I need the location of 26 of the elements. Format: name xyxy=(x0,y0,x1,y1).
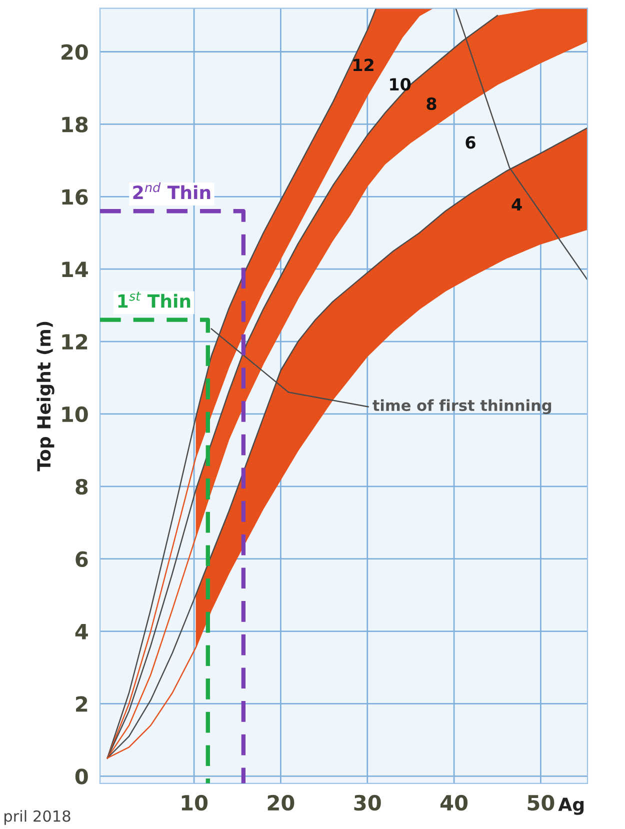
annotation: 10 xyxy=(390,78,411,91)
x-tick-label: 40 xyxy=(440,794,468,811)
y-tick-label: 16 xyxy=(62,189,88,205)
y-tick-label: 10 xyxy=(62,406,88,422)
y-tick-label: 8 xyxy=(76,478,88,495)
y-tick-label: 4 xyxy=(75,624,88,640)
annotation: 8 xyxy=(426,97,436,110)
x-tick-label: 10 xyxy=(182,794,208,811)
x-axis-title: Ag xyxy=(558,798,584,815)
annotation: 4 xyxy=(512,198,522,211)
text: pril 2018 xyxy=(4,810,70,825)
x-tick-label: 20 xyxy=(268,794,294,811)
x-tick-label: 50 xyxy=(528,794,554,811)
y-tick-label: 2 xyxy=(76,696,88,712)
y-tick-label: 20 xyxy=(62,44,88,60)
annotation: 6 xyxy=(466,136,476,149)
y-tick-label: 18 xyxy=(62,116,88,132)
series-label: 1$^{st}$ Thin xyxy=(118,292,190,308)
series-label: 2$^{nd}$ Thin xyxy=(133,182,210,199)
y-tick-label: 14 xyxy=(62,262,88,277)
y-tick-label: 12 xyxy=(62,334,88,350)
y-tick-label: 0 xyxy=(75,768,88,784)
annotation: 12 xyxy=(354,58,374,72)
y-tick-label: 6 xyxy=(76,551,88,568)
x-tick-label: 30 xyxy=(354,794,381,811)
y-axis-title: Top Height (m) xyxy=(36,322,54,472)
